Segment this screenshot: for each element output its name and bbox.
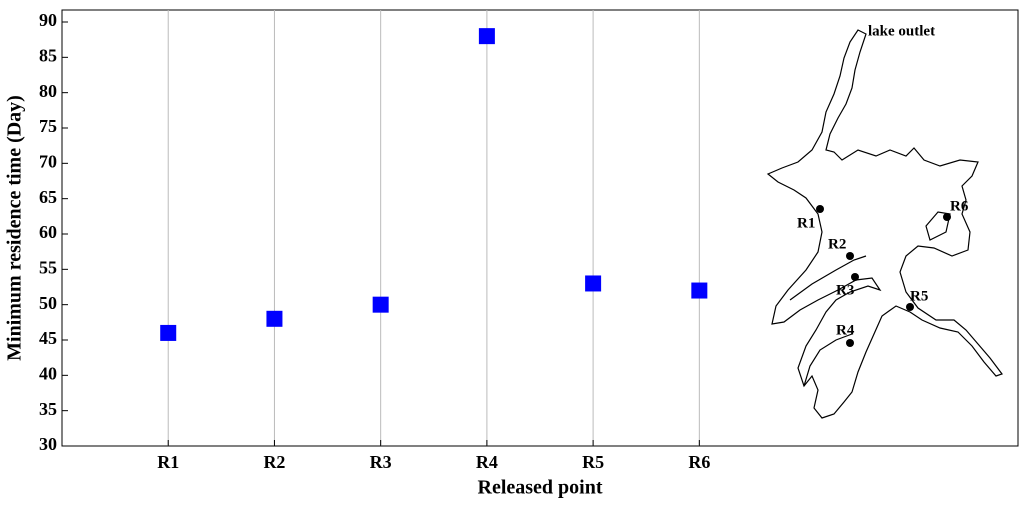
y-tick-label: 80: [39, 81, 57, 101]
y-tick-label: 35: [39, 399, 57, 419]
release-point: [816, 205, 824, 213]
marker: [691, 282, 708, 299]
y-tick-label: 60: [39, 222, 57, 242]
inset-label: R6: [950, 198, 969, 214]
y-tick-label: 75: [39, 116, 57, 136]
inset-label: R2: [828, 236, 846, 252]
release-point: [846, 252, 854, 260]
plot-frame: [61, 9, 1019, 447]
release-point: [846, 339, 854, 347]
release-point: [943, 213, 951, 221]
inset-label: R5: [910, 288, 928, 304]
marker: [372, 296, 389, 313]
y-tick-label: 50: [39, 293, 57, 313]
x-tick-label: R6: [688, 452, 710, 472]
lake-channel: [789, 211, 951, 387]
x-tick-label: R3: [370, 452, 392, 472]
marker: [585, 275, 602, 292]
y-tick-label: 90: [39, 10, 57, 30]
y-tick-label: 70: [39, 151, 57, 171]
inset-label: lake outlet: [868, 23, 935, 39]
y-tick-label: 40: [39, 363, 57, 383]
y-tick-label: 85: [39, 45, 57, 65]
x-tick-label: R1: [157, 452, 179, 472]
y-tick-label: 30: [39, 434, 57, 454]
x-axis-title: Released point: [478, 477, 603, 499]
marker: [478, 28, 495, 45]
marker: [266, 310, 283, 327]
marker: [160, 324, 177, 341]
inset-label: R1: [797, 215, 815, 231]
lake-outline: [766, 29, 1003, 419]
x-tick-label: R2: [263, 452, 285, 472]
x-tick-label: R4: [476, 452, 498, 472]
y-axis-title: Minimum residence time (Day): [4, 95, 26, 361]
y-tick-label: 55: [39, 257, 57, 277]
x-tick-label: R5: [582, 452, 604, 472]
y-tick-label: 45: [39, 328, 57, 348]
release-point: [906, 303, 914, 311]
inset-label: R3: [836, 282, 854, 298]
inset-label: R4: [836, 322, 855, 338]
y-tick-label: 65: [39, 187, 57, 207]
release-point: [851, 273, 859, 281]
lake-map: [766, 29, 1003, 419]
